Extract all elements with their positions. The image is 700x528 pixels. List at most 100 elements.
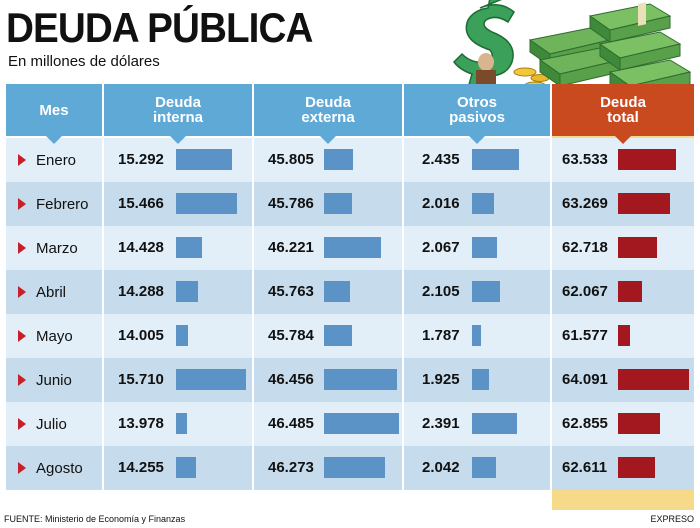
column-separator bbox=[102, 84, 104, 510]
value-deuda-total: 62.067 bbox=[562, 283, 608, 300]
bar-deuda-total bbox=[618, 325, 630, 346]
triangle-arrow-icon bbox=[18, 330, 26, 342]
header-otros-pasivos: Otros pasivos bbox=[404, 84, 550, 144]
value-deuda-externa: 45.784 bbox=[268, 327, 314, 344]
bar-deuda-externa bbox=[324, 149, 353, 170]
month-text: Marzo bbox=[36, 239, 78, 257]
value-deuda-interna: 14.288 bbox=[118, 283, 164, 300]
source-note: FUENTE: Ministerio de Economía y Finanza… bbox=[4, 514, 186, 524]
bar-otros-pasivos bbox=[472, 325, 481, 346]
value-deuda-interna: 13.978 bbox=[118, 415, 164, 432]
value-deuda-total: 62.718 bbox=[562, 239, 608, 256]
value-otros-pasivos: 2.105 bbox=[422, 283, 460, 300]
value-deuda-interna: 15.466 bbox=[118, 195, 164, 212]
table-row: Julio 13.978 46.485 2.391 62.855 bbox=[6, 402, 694, 446]
month-text: Agosto bbox=[36, 459, 83, 477]
value-deuda-total: 63.269 bbox=[562, 195, 608, 212]
bar-otros-pasivos bbox=[472, 149, 519, 170]
value-otros-pasivos: 2.016 bbox=[422, 195, 460, 212]
bar-deuda-interna bbox=[176, 281, 198, 302]
bar-deuda-externa bbox=[324, 281, 350, 302]
bar-deuda-total bbox=[618, 193, 670, 214]
value-otros-pasivos: 2.067 bbox=[422, 239, 460, 256]
value-deuda-externa: 45.786 bbox=[268, 195, 314, 212]
page-title: DEUDA PÚBLICA bbox=[6, 4, 313, 51]
bar-otros-pasivos bbox=[472, 281, 500, 302]
triangle-arrow-icon bbox=[18, 462, 26, 474]
month-label: Mayo bbox=[18, 314, 73, 358]
bar-deuda-total bbox=[618, 237, 657, 258]
month-text: Junio bbox=[36, 371, 72, 389]
value-deuda-externa: 45.805 bbox=[268, 151, 314, 168]
month-label: Febrero bbox=[18, 182, 89, 226]
value-deuda-total: 63.533 bbox=[562, 151, 608, 168]
bar-deuda-interna bbox=[176, 149, 232, 170]
triangle-arrow-icon bbox=[18, 286, 26, 298]
value-otros-pasivos: 2.391 bbox=[422, 415, 460, 432]
value-deuda-interna: 15.292 bbox=[118, 151, 164, 168]
value-deuda-externa: 46.456 bbox=[268, 371, 314, 388]
value-otros-pasivos: 2.042 bbox=[422, 459, 460, 476]
value-deuda-interna: 14.005 bbox=[118, 327, 164, 344]
value-otros-pasivos: 2.435 bbox=[422, 151, 460, 168]
value-deuda-interna: 14.255 bbox=[118, 459, 164, 476]
triangle-arrow-icon bbox=[18, 198, 26, 210]
table-row: Junio 15.710 46.456 1.925 64.091 bbox=[6, 358, 694, 402]
value-deuda-externa: 46.485 bbox=[268, 415, 314, 432]
column-separator bbox=[252, 84, 254, 510]
table-row: Enero 15.292 45.805 2.435 63.533 bbox=[6, 138, 694, 182]
bar-deuda-externa bbox=[324, 413, 399, 434]
bar-deuda-interna bbox=[176, 457, 196, 478]
bar-otros-pasivos bbox=[472, 193, 494, 214]
value-deuda-externa: 45.763 bbox=[268, 283, 314, 300]
month-text: Mayo bbox=[36, 327, 73, 345]
value-deuda-externa: 46.273 bbox=[268, 459, 314, 476]
table-row: Agosto 14.255 46.273 2.042 62.611 bbox=[6, 446, 694, 490]
header-deuda-externa: Deuda externa bbox=[254, 84, 402, 144]
month-text: Abril bbox=[36, 283, 67, 301]
table-row: Marzo 14.428 46.221 2.067 62.718 bbox=[6, 226, 694, 270]
month-text: Febrero bbox=[36, 195, 89, 213]
triangle-arrow-icon bbox=[18, 242, 26, 254]
month-label: Junio bbox=[18, 358, 72, 402]
month-text: Enero bbox=[36, 151, 77, 169]
page-subtitle: En millones de dólares bbox=[8, 53, 160, 70]
bar-deuda-total bbox=[618, 149, 676, 170]
month-text: Julio bbox=[36, 415, 67, 433]
bar-deuda-interna bbox=[176, 413, 187, 434]
month-label: Enero bbox=[18, 138, 76, 182]
bar-deuda-total bbox=[618, 281, 642, 302]
credit-note: EXPRESO bbox=[650, 514, 694, 524]
triangle-arrow-icon bbox=[18, 418, 26, 430]
bar-otros-pasivos bbox=[472, 413, 517, 434]
bar-deuda-total bbox=[618, 457, 655, 478]
bar-deuda-externa bbox=[324, 369, 397, 390]
value-deuda-total: 62.611 bbox=[562, 459, 608, 476]
bar-deuda-externa bbox=[324, 457, 385, 478]
value-deuda-interna: 15.710 bbox=[118, 371, 164, 388]
bar-otros-pasivos bbox=[472, 369, 489, 390]
bar-otros-pasivos bbox=[472, 457, 496, 478]
debt-table: Enero 15.292 45.805 2.435 63.533 Febrero 15.46… bbox=[6, 84, 694, 510]
month-label: Agosto bbox=[18, 446, 83, 490]
triangle-arrow-icon bbox=[18, 154, 26, 166]
bar-deuda-total bbox=[618, 369, 689, 390]
header-mes: Mes bbox=[6, 84, 102, 144]
bar-deuda-interna bbox=[176, 237, 202, 258]
value-deuda-total: 64.091 bbox=[562, 371, 608, 388]
bar-deuda-externa bbox=[324, 237, 381, 258]
header-deuda-interna: Deuda interna bbox=[104, 84, 252, 144]
bar-deuda-interna bbox=[176, 193, 237, 214]
value-deuda-total: 62.855 bbox=[562, 415, 608, 432]
bar-deuda-total bbox=[618, 413, 660, 434]
bar-deuda-externa bbox=[324, 193, 352, 214]
value-deuda-externa: 46.221 bbox=[268, 239, 314, 256]
table-row: Abril 14.288 45.763 2.105 62.067 bbox=[6, 270, 694, 314]
header-deuda-total: Deuda total bbox=[552, 84, 694, 144]
value-deuda-interna: 14.428 bbox=[118, 239, 164, 256]
table-row: Mayo 14.005 45.784 1.787 61.577 bbox=[6, 314, 694, 358]
value-otros-pasivos: 1.787 bbox=[422, 327, 460, 344]
month-label: Abril bbox=[18, 270, 66, 314]
column-separator bbox=[402, 84, 404, 510]
value-deuda-total: 61.577 bbox=[562, 327, 608, 344]
